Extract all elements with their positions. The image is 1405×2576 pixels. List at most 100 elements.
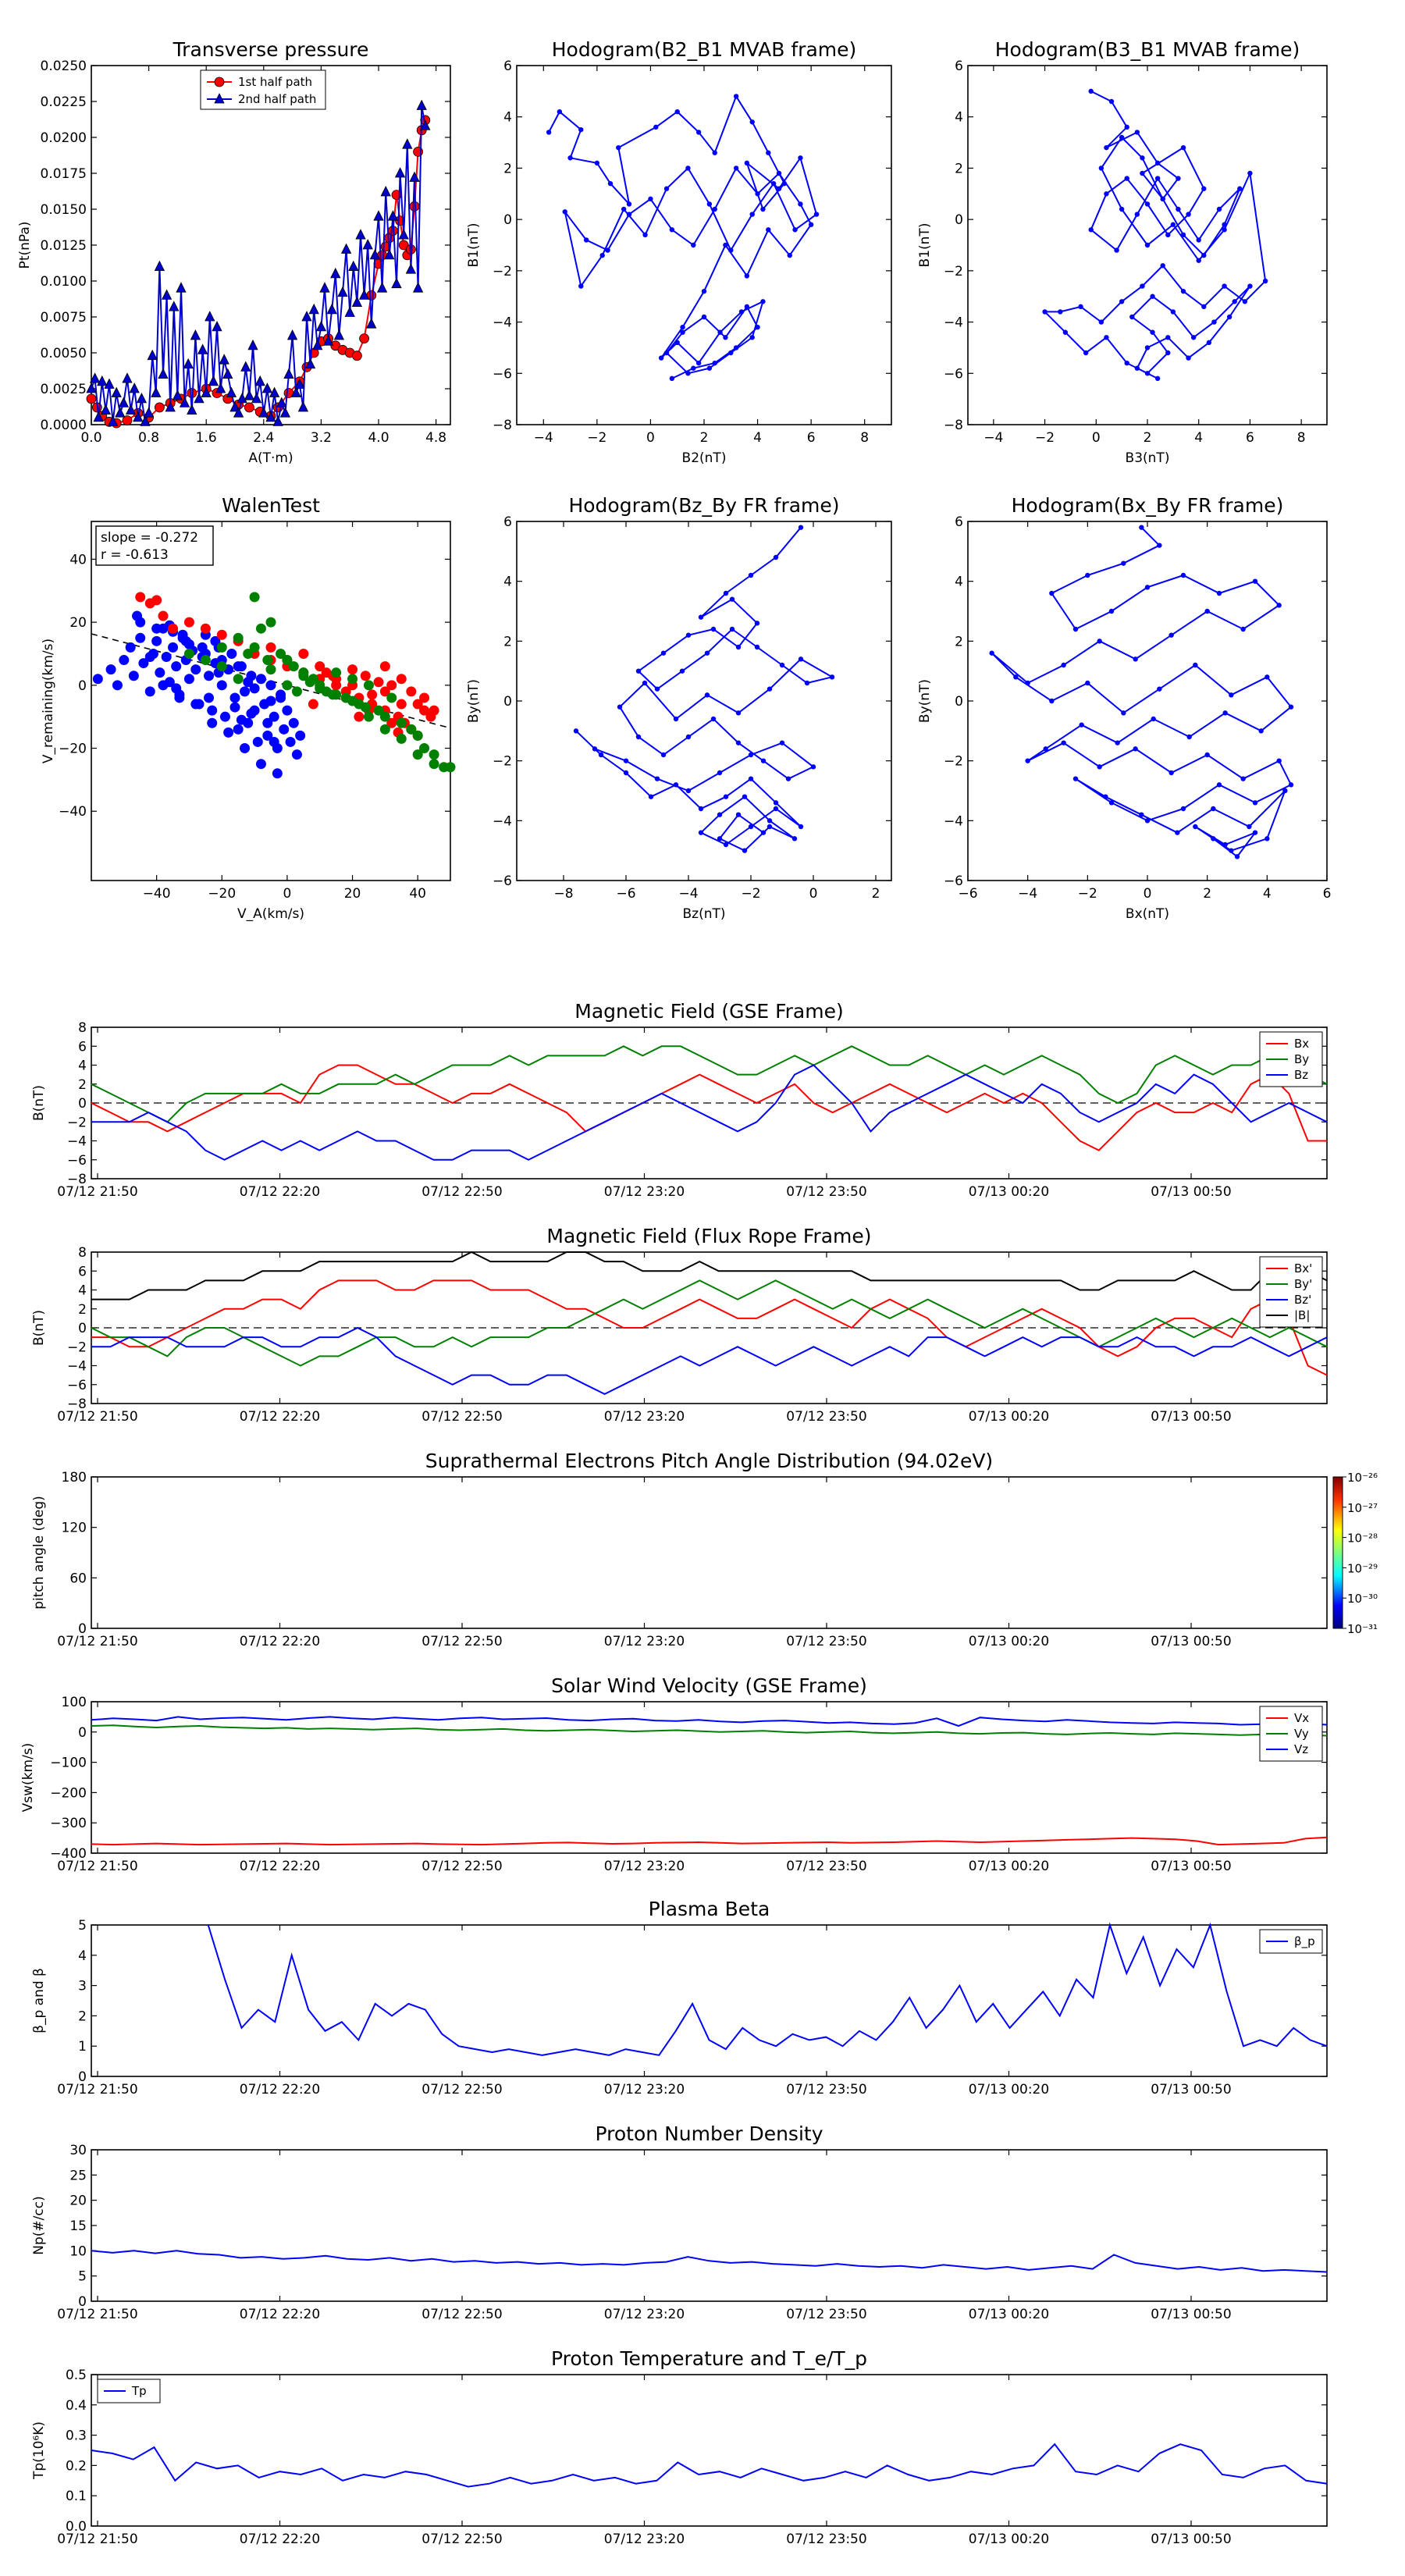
x-tick-label: 1.6 [196, 430, 217, 446]
series-line-Tp [91, 2443, 1328, 2488]
data-point [105, 664, 116, 675]
data-point [1247, 283, 1253, 289]
x-tick-label: 07/13 00:20 [969, 1409, 1049, 1425]
y-tick-label: −2 [944, 264, 963, 279]
y-tick-label: 0.3 [66, 2428, 87, 2444]
data-point [290, 386, 301, 397]
data-point [261, 382, 273, 393]
data-point [1133, 746, 1138, 752]
y-tick-label: 4 [955, 575, 963, 590]
x-tick-label: 0.0 [80, 430, 101, 446]
y-axis-label: Pt(nPa) [17, 222, 33, 269]
data-point [573, 728, 579, 734]
y-tick-label: 4 [955, 110, 963, 126]
series-line-1 [91, 105, 426, 425]
data-point [386, 692, 397, 703]
plot-title: Hodogram(B2_B1 MVAB frame) [552, 38, 857, 61]
chart-mag-gse: Magnetic Field (GSE Frame) −8 −6 −4 −2 0 2 4 6 8 B… [31, 1000, 1328, 1200]
data-point [1196, 258, 1201, 263]
data-point [112, 680, 123, 691]
data-point [144, 652, 155, 663]
data-point [354, 711, 365, 722]
data-point [1085, 572, 1090, 578]
data-point [315, 683, 325, 694]
data-point [1216, 206, 1222, 212]
data-point [240, 743, 251, 754]
data-point [1154, 160, 1161, 166]
x-axis-label: V_A(km/s) [237, 906, 304, 922]
data-point [327, 689, 338, 700]
data-point [1262, 278, 1268, 284]
data-point [246, 708, 257, 719]
data-point [251, 392, 262, 404]
y-tick-label: 4 [78, 1283, 87, 1299]
data-point [171, 661, 182, 672]
data-point [147, 349, 158, 361]
data-point [330, 267, 341, 279]
y-tick-label: 6 [955, 59, 963, 74]
data-point [1240, 626, 1246, 632]
y-tick-label: 2 [78, 1302, 87, 1318]
y-axis-label: B(nT) [31, 1310, 47, 1346]
data-point [255, 623, 266, 634]
y-tick-label: −8 [67, 1397, 87, 1412]
data-point [168, 623, 179, 634]
data-point [380, 186, 391, 197]
y-tick-label: 5 [78, 2269, 87, 2285]
y-axis-label: By(nT) [917, 679, 933, 723]
y-tick-label: 4 [78, 1059, 87, 1074]
x-tick-label: 07/12 21:50 [57, 1184, 137, 1200]
data-point [429, 749, 439, 760]
data-point [125, 404, 137, 415]
y-axis-label: V_remaining(km/s) [41, 639, 56, 763]
data-point [179, 397, 190, 407]
data-point [685, 632, 692, 638]
data-point [237, 392, 247, 404]
data-point [1252, 800, 1258, 806]
data-point [379, 711, 390, 722]
x-tick-label: 07/12 23:20 [604, 2532, 685, 2547]
y-axis-label: Vsw(km/s) [20, 1743, 36, 1813]
x-tick-label: −8 [553, 886, 573, 902]
y-tick-label: 1 [78, 2039, 87, 2055]
data-point [337, 286, 348, 297]
data-point [1061, 740, 1066, 745]
data-point [351, 296, 363, 308]
plot-frame [967, 521, 1328, 881]
data-point [663, 350, 670, 356]
data-point [416, 99, 427, 110]
chart-hodogram-bz-by: Hodogram(Bz_By FR frame) −8 −6 −4 −2 0 2 −6 −4 −2… [466, 494, 892, 922]
data-point [97, 375, 108, 386]
y-tick-label: 0.0000 [41, 418, 87, 433]
data-point [351, 350, 362, 361]
legend-label: By [1294, 1052, 1309, 1066]
data-point [294, 378, 305, 389]
data-point [1190, 335, 1197, 340]
data-point [247, 339, 258, 350]
legend-label: Bz' [1294, 1293, 1311, 1307]
data-point [735, 812, 742, 817]
x-axis-label: B3(nT) [1126, 450, 1170, 466]
y-tick-label: −8 [67, 1172, 87, 1187]
data-point [304, 677, 315, 688]
plot-title: Proton Number Density [596, 2122, 823, 2145]
data-point [229, 401, 240, 412]
y-tick-label: 0 [78, 2294, 87, 2310]
data-point [1140, 283, 1145, 289]
data-point [1180, 806, 1186, 812]
data-point [798, 824, 804, 830]
data-point [197, 343, 208, 354]
data-point [1144, 371, 1151, 376]
data-point [748, 824, 754, 830]
series-line-Vy [91, 1724, 1328, 1737]
data-point [717, 329, 723, 335]
data-point [265, 411, 276, 422]
y-tick-label: 5 [78, 1918, 87, 1934]
colorbar-label: 10⁻²⁸ [1347, 1532, 1378, 1546]
y-tick-label: −2 [67, 1340, 87, 1355]
x-tick-label: 0 [646, 430, 655, 446]
data-point [319, 282, 330, 293]
y-tick-label: −6 [67, 1378, 87, 1393]
series-line-0 [548, 94, 818, 379]
annotation-text: r = -0.613 [101, 547, 169, 563]
